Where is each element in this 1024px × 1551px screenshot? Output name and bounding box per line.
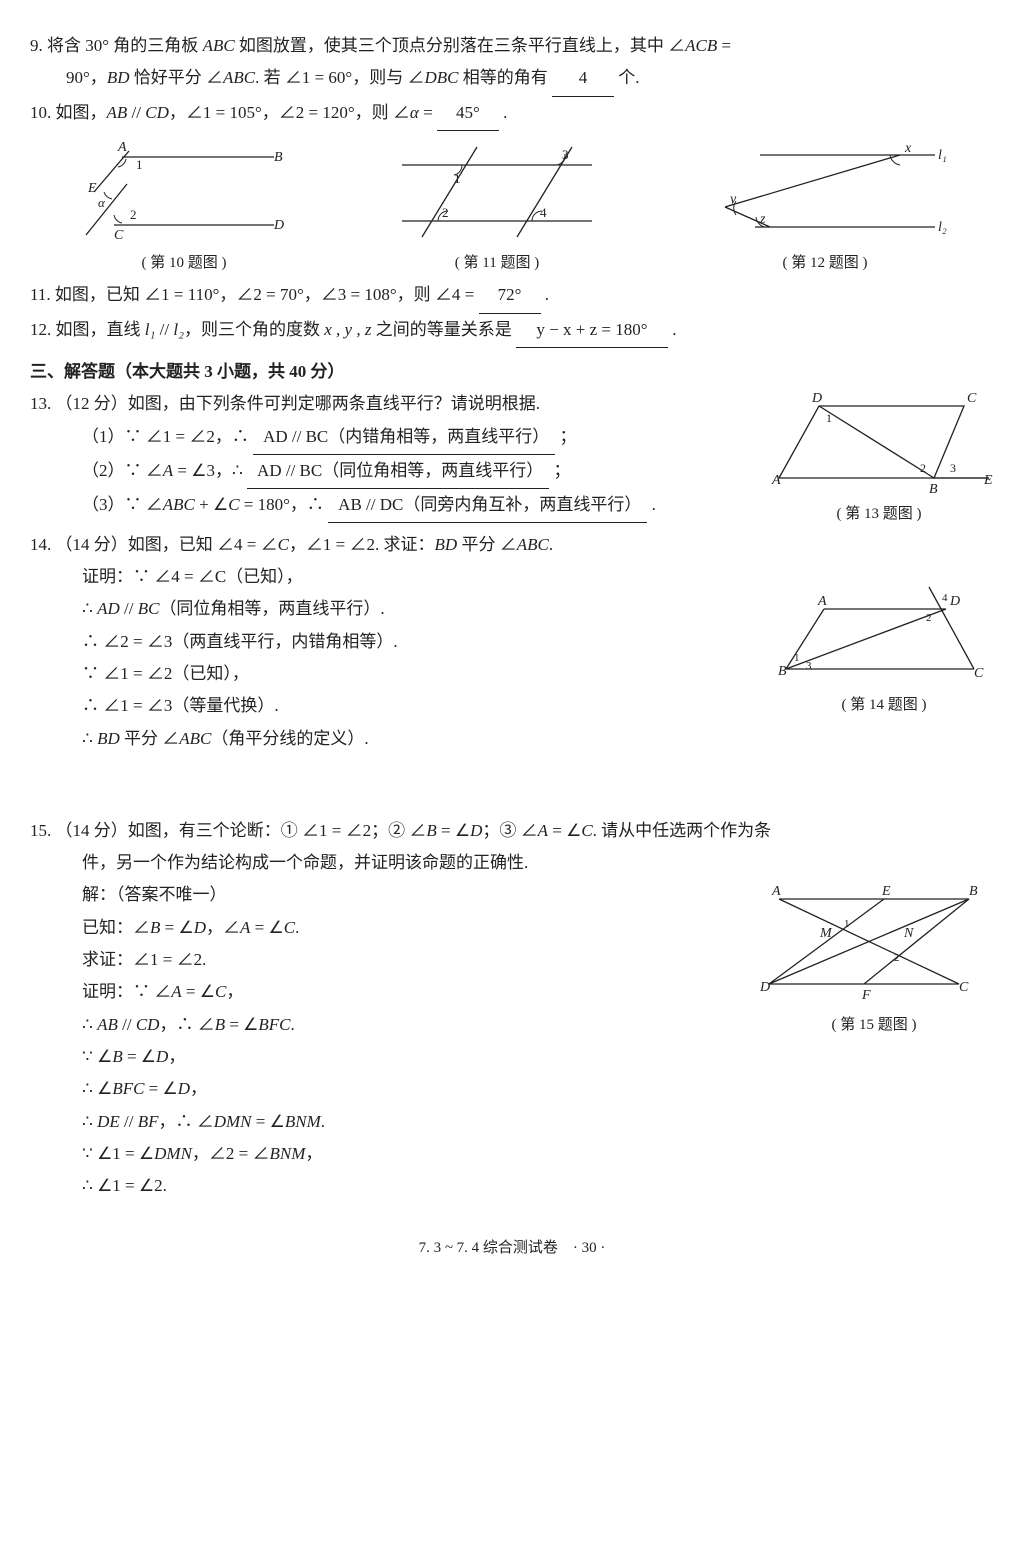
svg-text:1: 1 xyxy=(844,918,850,930)
svg-text:4: 4 xyxy=(942,592,948,604)
svg-text:2: 2 xyxy=(130,207,137,222)
figure-10: A B C D E 1 2 α ( 第 10 题图 ) xyxy=(74,137,294,278)
svg-text:1: 1 xyxy=(136,157,143,172)
svg-text:1: 1 xyxy=(794,652,800,664)
svg-text:B: B xyxy=(778,664,787,679)
svg-text:E: E xyxy=(983,473,993,488)
svg-text:4: 4 xyxy=(540,205,547,220)
svg-text:2: 2 xyxy=(894,952,900,964)
svg-text:E: E xyxy=(87,181,97,196)
svg-text:A: A xyxy=(117,140,127,155)
svg-text:C: C xyxy=(114,228,124,243)
svg-text:A: A xyxy=(817,594,827,609)
figure-11-caption: ( 第 11 题图 ) xyxy=(382,249,612,278)
svg-text:l₂: l₂ xyxy=(938,220,947,235)
q11-answer: 72° xyxy=(479,279,541,313)
question-14-block: A B C D 1 3 2 4 ( 第 14 题图 ) 14. （14 分）如图… xyxy=(30,529,994,755)
q12-answer: y − x + z = 180° xyxy=(516,314,668,348)
page-footer: 7. 3 ~ 7. 4 综合测试卷 · 30 · xyxy=(30,1234,994,1263)
question-9: 9. 将含 30° 角的三角板 ABC 如图放置，使其三个顶点分别落在三条平行直… xyxy=(30,30,994,62)
section-3-title: 三、解答题（本大题共 3 小题，共 40 分） xyxy=(30,356,994,388)
svg-text:x: x xyxy=(904,141,912,156)
svg-text:N: N xyxy=(903,926,914,941)
svg-text:M: M xyxy=(819,926,833,941)
svg-text:C: C xyxy=(959,980,969,995)
question-12: 12. 如图，直线 l₁ // l₂，则三个角的度数 x , y , z 之间的… xyxy=(30,314,994,348)
figure-15: A E B D F C M N 1 2 ( 第 15 题图 ) xyxy=(754,879,994,1040)
question-15-block: 15. （14 分）如图，有三个论断：① ∠1 = ∠2；② ∠B = ∠D；③… xyxy=(30,815,994,1203)
figure-12-caption: ( 第 12 题图 ) xyxy=(700,249,950,278)
svg-text:2: 2 xyxy=(926,612,932,624)
q10-num: 10. xyxy=(30,103,51,122)
q9-answer: 4 xyxy=(552,62,614,96)
question-10: 10. 如图，AB // CD，∠1 = 105°，∠2 = 120°，则 ∠α… xyxy=(30,97,994,131)
figures-row-1: A B C D E 1 2 α ( 第 10 题图 ) xyxy=(30,137,994,278)
svg-text:C: C xyxy=(974,666,984,681)
svg-text:2: 2 xyxy=(920,461,926,475)
question-14: 14. （14 分）如图，已知 ∠4 = ∠C，∠1 = ∠2. 求证：BD 平… xyxy=(30,529,994,561)
question-13: 13. （12 分）如图，由下列条件可判定哪两条直线平行？请说明根据. xyxy=(30,388,994,420)
svg-text:F: F xyxy=(861,988,871,1003)
figure-12: l₁ l₂ x y z ( 第 12 题图 ) xyxy=(700,137,950,278)
svg-text:D: D xyxy=(273,218,284,233)
svg-text:B: B xyxy=(274,150,283,165)
svg-text:y: y xyxy=(728,192,737,207)
svg-text:E: E xyxy=(881,884,891,899)
svg-text:B: B xyxy=(969,884,978,899)
figure-10-caption: ( 第 10 题图 ) xyxy=(74,249,294,278)
figure-11: 1 2 3 4 ( 第 11 题图 ) xyxy=(382,137,612,278)
svg-text:D: D xyxy=(949,594,960,609)
question-15: 15. （14 分）如图，有三个论断：① ∠1 = ∠2；② ∠B = ∠D；③… xyxy=(30,815,994,847)
svg-text:A: A xyxy=(771,884,781,899)
q9-num: 9. xyxy=(30,36,43,55)
q10-answer: 45° xyxy=(437,97,499,131)
svg-text:3: 3 xyxy=(950,461,956,475)
svg-text:D: D xyxy=(759,980,770,995)
svg-text:l₁: l₁ xyxy=(938,148,947,163)
svg-text:B: B xyxy=(929,482,938,497)
svg-text:A: A xyxy=(771,473,781,488)
svg-text:α: α xyxy=(98,195,106,210)
svg-text:3: 3 xyxy=(562,147,569,162)
question-11: 11. 如图，已知 ∠1 = 110°，∠2 = 70°，∠3 = 108°，则… xyxy=(30,279,994,313)
svg-text:3: 3 xyxy=(806,660,812,672)
question-13-block: A B C D E 1 2 3 ( 第 13 题图 ) 13. （12 分）如图… xyxy=(30,388,994,523)
question-9-line2: 90°，BD 恰好平分 ∠ABC. 若 ∠1 = 60°，则与 ∠DBC 相等的… xyxy=(30,62,994,96)
figure-14: A B C D 1 3 2 4 ( 第 14 题图 ) xyxy=(774,569,994,720)
